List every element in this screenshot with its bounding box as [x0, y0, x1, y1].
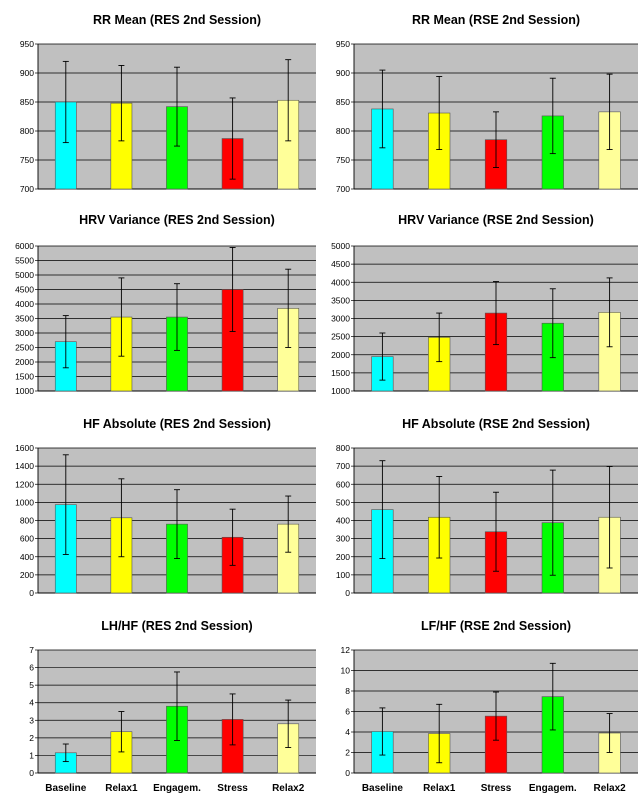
- category-label: Relax1: [105, 783, 138, 794]
- y-tick-label: 900: [336, 68, 350, 78]
- y-tick-label: 300: [336, 534, 350, 544]
- y-tick-label: 1000: [331, 386, 350, 396]
- y-tick-label: 3000: [15, 328, 34, 338]
- y-tick-label: 7: [29, 645, 34, 655]
- category-label: Engagem.: [529, 783, 577, 794]
- y-tick-label: 900: [20, 68, 34, 78]
- y-tick-label: 10: [341, 666, 351, 676]
- y-tick-label: 400: [336, 516, 350, 526]
- y-tick-label: 500: [336, 497, 350, 507]
- chart-title: HF Absolute (RES 2nd Session): [83, 417, 271, 431]
- y-tick-label: 2000: [15, 357, 34, 367]
- y-tick-label: 1: [29, 750, 34, 760]
- y-tick-label: 850: [336, 97, 350, 107]
- y-tick-label: 2000: [331, 350, 350, 360]
- y-tick-label: 2: [345, 748, 350, 758]
- chart-8: LF/HF (RSE 2nd Session) 0 2 4 6 8 10 12 Baseline…: [341, 619, 638, 794]
- y-tick-label: 600: [336, 479, 350, 489]
- y-tick-label: 4000: [15, 299, 34, 309]
- y-tick-label: 4: [29, 698, 34, 708]
- category-label: Stress: [217, 783, 248, 794]
- y-tick-label: 950: [20, 39, 34, 49]
- y-tick-label: 750: [336, 155, 350, 165]
- chart-title: LH/HF (RES 2nd Session): [101, 619, 252, 633]
- category-label: Baseline: [45, 783, 87, 794]
- y-tick-label: 2500: [331, 332, 350, 342]
- y-tick-label: 5500: [15, 256, 34, 266]
- y-tick-label: 5000: [331, 241, 350, 251]
- category-label: Relax2: [593, 783, 626, 794]
- chart-3: HRV Variance (RES 2nd Session) 1000 1500 20…: [15, 213, 316, 396]
- y-tick-label: 700: [336, 461, 350, 471]
- category-label: Engagem.: [153, 783, 201, 794]
- y-tick-label: 3000: [331, 314, 350, 324]
- y-tick-label: 700: [20, 184, 34, 194]
- y-tick-label: 1600: [15, 443, 34, 453]
- y-tick-label: 5: [29, 680, 34, 690]
- y-tick-label: 4000: [331, 277, 350, 287]
- y-tick-label: 0: [29, 588, 34, 598]
- y-tick-label: 3500: [15, 314, 34, 324]
- chart-title: RR Mean (RSE 2nd Session): [412, 13, 580, 27]
- category-label: Relax1: [423, 783, 456, 794]
- y-tick-label: 800: [336, 126, 350, 136]
- y-tick-label: 400: [20, 552, 34, 562]
- y-tick-label: 3: [29, 715, 34, 725]
- chart-title: HRV Variance (RES 2nd Session): [79, 213, 275, 227]
- y-tick-label: 8: [345, 686, 350, 696]
- y-tick-label: 200: [336, 552, 350, 562]
- y-tick-label: 2: [29, 733, 34, 743]
- y-tick-label: 1200: [15, 479, 34, 489]
- y-tick-label: 850: [20, 97, 34, 107]
- category-label: Relax2: [272, 783, 305, 794]
- y-tick-label: 950: [336, 39, 350, 49]
- y-tick-label: 0: [345, 768, 350, 778]
- y-tick-label: 4500: [331, 259, 350, 269]
- category-label: Baseline: [362, 783, 404, 794]
- y-tick-label: 750: [20, 155, 34, 165]
- y-tick-label: 2500: [15, 343, 34, 353]
- chart-1: RR Mean (RES 2nd Session) 700 750 800 850 900…: [20, 13, 316, 194]
- y-tick-label: 0: [345, 588, 350, 598]
- y-tick-label: 1000: [15, 497, 34, 507]
- chart-2: RR Mean (RSE 2nd Session) 700 750 800 850 900…: [336, 13, 638, 194]
- category-label: Stress: [481, 783, 512, 794]
- y-tick-label: 1500: [331, 368, 350, 378]
- y-tick-label: 1500: [15, 372, 34, 382]
- chart-title: HRV Variance (RSE 2nd Session): [398, 213, 594, 227]
- chart-7: LH/HF (RES 2nd Session) 0 1 2 3 4 5 6 7 Baseline R…: [29, 619, 316, 794]
- y-tick-label: 1000: [15, 386, 34, 396]
- y-tick-label: 600: [20, 534, 34, 544]
- chart-title: HF Absolute (RSE 2nd Session): [402, 417, 590, 431]
- y-tick-label: 4: [345, 727, 350, 737]
- y-tick-label: 6: [345, 707, 350, 717]
- chart-title: LF/HF (RSE 2nd Session): [421, 619, 571, 633]
- y-tick-label: 6000: [15, 241, 34, 251]
- y-tick-label: 5000: [15, 270, 34, 280]
- y-tick-label: 200: [20, 570, 34, 580]
- y-tick-label: 4500: [15, 285, 34, 295]
- y-tick-label: 800: [20, 126, 34, 136]
- y-tick-label: 100: [336, 570, 350, 580]
- chart-6: HF Absolute (RSE 2nd Session) 0 100 200 300 4…: [336, 417, 638, 598]
- chart-title: RR Mean (RES 2nd Session): [93, 13, 261, 27]
- chart-5: HF Absolute (RES 2nd Session) 0 200 400 600 8…: [15, 417, 316, 598]
- y-tick-label: 3500: [331, 295, 350, 305]
- y-tick-label: 800: [336, 443, 350, 453]
- y-tick-label: 0: [29, 768, 34, 778]
- y-tick-label: 6: [29, 663, 34, 673]
- y-tick-label: 1400: [15, 461, 34, 471]
- y-tick-label: 800: [20, 516, 34, 526]
- chart-4: HRV Variance (RSE 2nd Session) 1000 1500 20…: [331, 213, 638, 396]
- y-tick-label: 12: [341, 645, 351, 655]
- y-tick-label: 700: [336, 184, 350, 194]
